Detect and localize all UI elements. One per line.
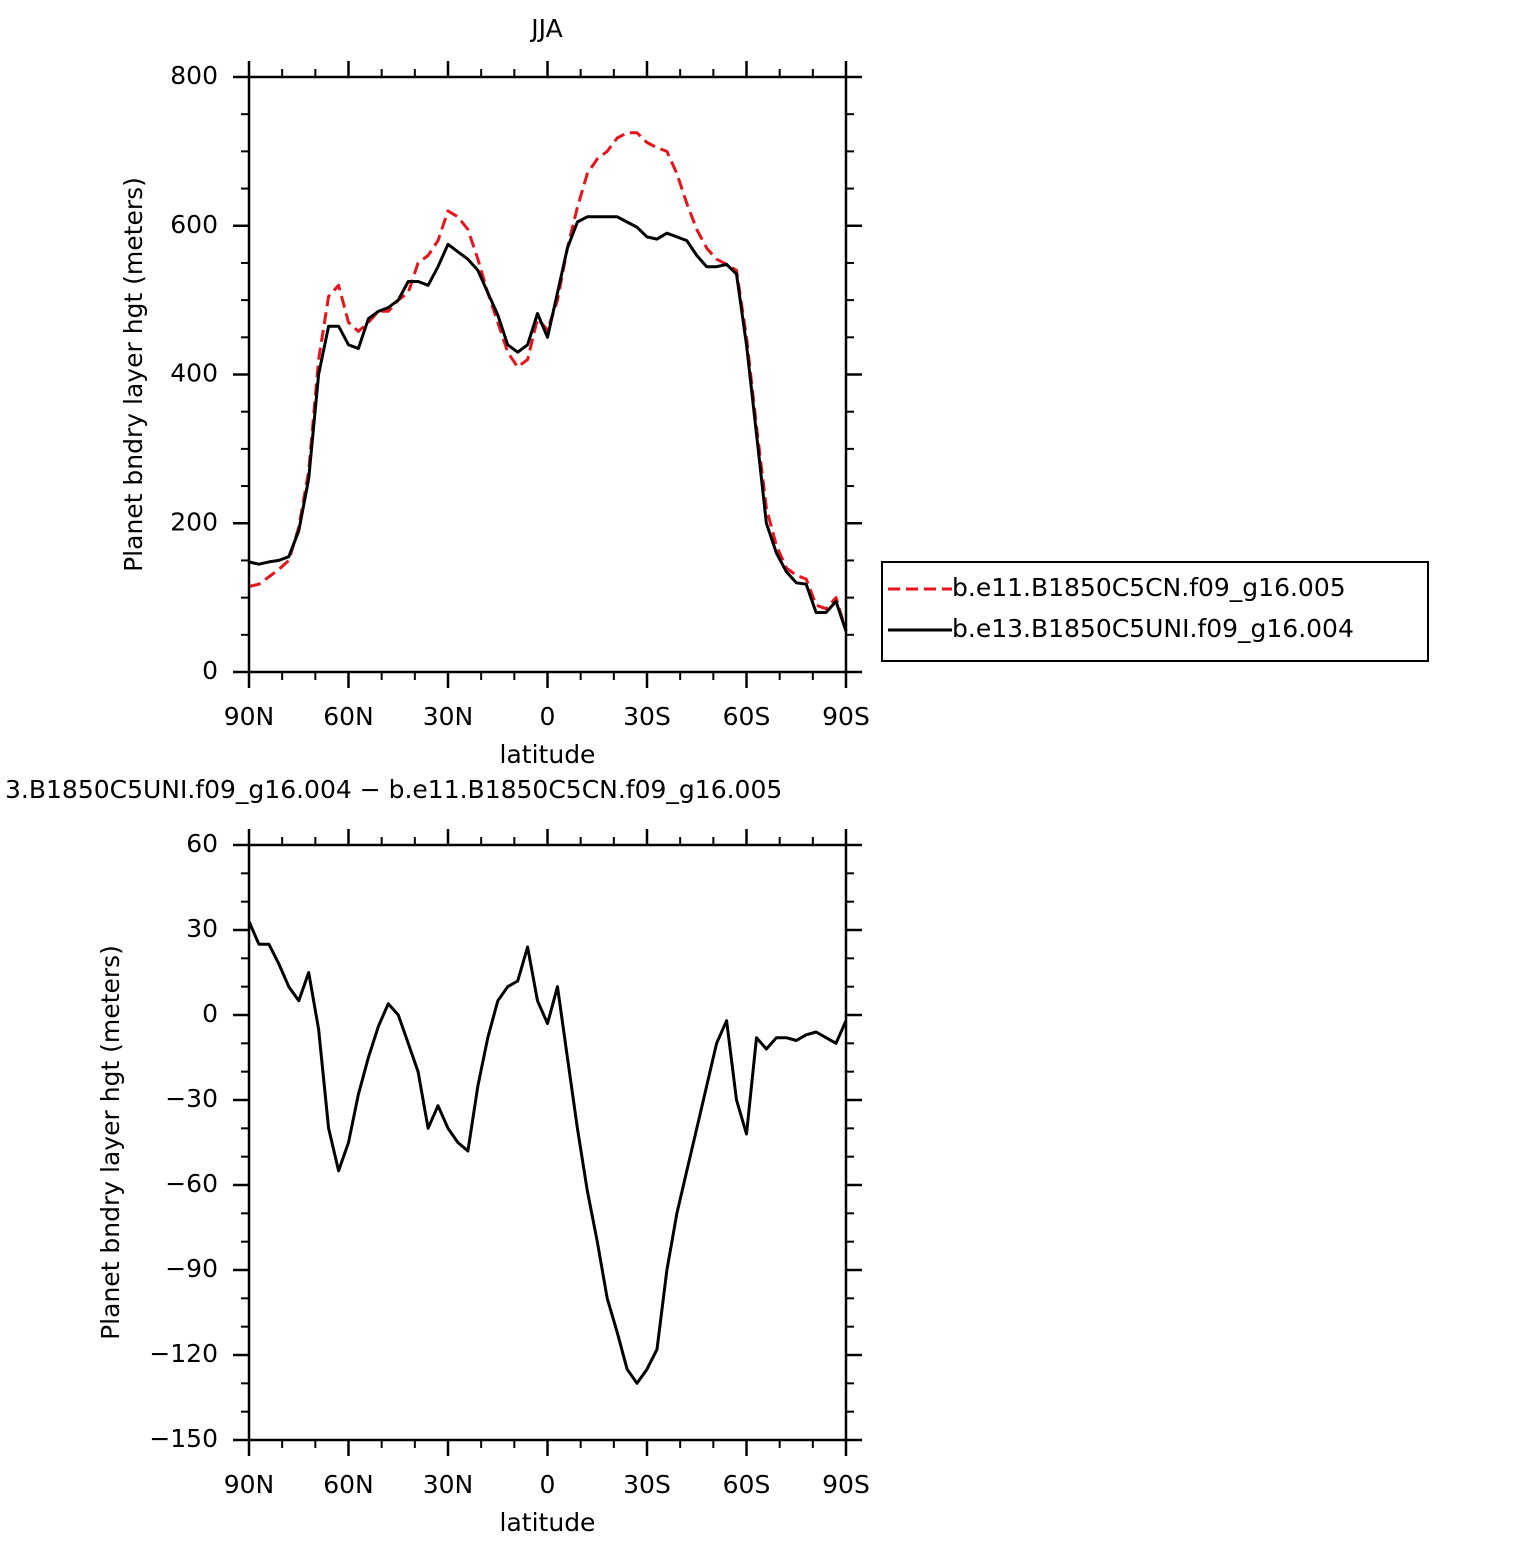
x-tick-label: 90S xyxy=(822,702,870,731)
legend-label: b.e11.B1850C5CN.f09_g16.005 xyxy=(952,573,1346,602)
x-axis-label: latitude xyxy=(500,1508,596,1537)
y-tick-label: 800 xyxy=(170,61,218,90)
x-tick-label: 60S xyxy=(723,1470,771,1499)
chart-title: 3.B1850C5UNI.f09_g16.004 − b.e11.B1850C5… xyxy=(5,775,782,804)
data-line xyxy=(248,215,848,632)
y-tick-label: −30 xyxy=(165,1084,218,1113)
legend-label: b.e13.B1850C5UNI.f09_g16.004 xyxy=(952,614,1354,643)
data-line xyxy=(248,131,848,632)
x-tick-label: 30S xyxy=(623,1470,671,1499)
y-tick-label: −150 xyxy=(149,1424,218,1453)
y-tick-label: −60 xyxy=(165,1169,218,1198)
y-tick-label: 600 xyxy=(170,210,218,239)
x-tick-label: 90N xyxy=(224,1470,275,1499)
y-tick-label: −90 xyxy=(165,1254,218,1283)
legend-box xyxy=(881,561,1429,662)
x-tick-label: 60S xyxy=(723,702,771,731)
x-tick-label: 60N xyxy=(323,702,374,731)
y-tick-label: 0 xyxy=(202,656,218,685)
y-tick-label: 200 xyxy=(170,507,218,536)
x-tick-label: 90N xyxy=(224,702,275,731)
y-axis-label: Planet bndry layer hgt (meters) xyxy=(96,945,125,1340)
y-tick-label: 400 xyxy=(170,359,218,388)
x-tick-label: 90S xyxy=(822,1470,870,1499)
plot-frame xyxy=(247,843,848,1442)
y-tick-label: 60 xyxy=(186,829,218,858)
plot-frame xyxy=(247,75,848,674)
y-axis-label: Planet bndry layer hgt (meters) xyxy=(119,177,148,572)
x-tick-label: 0 xyxy=(540,1470,556,1499)
data-line xyxy=(247,920,848,1385)
y-tick-label: 30 xyxy=(186,914,218,943)
x-tick-label: 30N xyxy=(423,1470,474,1499)
x-tick-label: 30N xyxy=(423,702,474,731)
y-tick-label: 0 xyxy=(202,999,218,1028)
x-axis-label: latitude xyxy=(500,740,596,769)
x-tick-label: 60N xyxy=(323,1470,374,1499)
x-tick-label: 30S xyxy=(623,702,671,731)
y-tick-label: −120 xyxy=(149,1339,218,1368)
x-tick-label: 0 xyxy=(540,702,556,731)
chart-title: JJA xyxy=(529,14,562,43)
